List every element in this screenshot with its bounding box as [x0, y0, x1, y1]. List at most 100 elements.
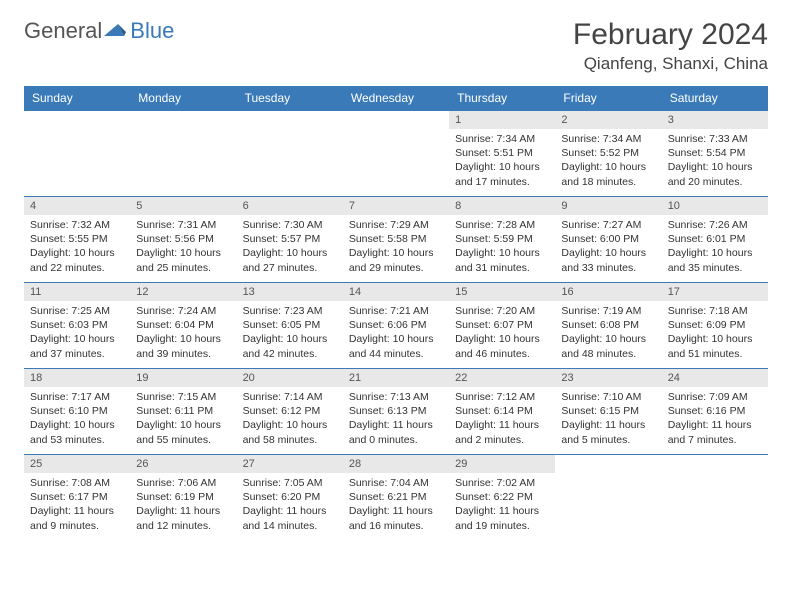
day-cell: 8Sunrise: 7:28 AMSunset: 5:59 PMDaylight… — [449, 197, 555, 283]
day-sunrise: Sunrise: 7:14 AM — [243, 390, 337, 404]
day-details: Sunrise: 7:33 AMSunset: 5:54 PMDaylight:… — [662, 129, 768, 192]
day-daylight2: and 25 minutes. — [136, 261, 230, 275]
day-sunrise: Sunrise: 7:06 AM — [136, 476, 230, 490]
day-sunset: Sunset: 6:04 PM — [136, 318, 230, 332]
day-cell: 20Sunrise: 7:14 AMSunset: 6:12 PMDayligh… — [237, 369, 343, 455]
day-number: 8 — [449, 197, 555, 215]
day-sunrise: Sunrise: 7:27 AM — [561, 218, 655, 232]
week-row: 25Sunrise: 7:08 AMSunset: 6:17 PMDayligh… — [24, 455, 768, 541]
day-number: 27 — [237, 455, 343, 473]
day-number: 4 — [24, 197, 130, 215]
week-row: 4Sunrise: 7:32 AMSunset: 5:55 PMDaylight… — [24, 197, 768, 283]
day-cell: 19Sunrise: 7:15 AMSunset: 6:11 PMDayligh… — [130, 369, 236, 455]
day-cell: 15Sunrise: 7:20 AMSunset: 6:07 PMDayligh… — [449, 283, 555, 369]
logo: General Blue — [24, 18, 174, 44]
day-cell: 16Sunrise: 7:19 AMSunset: 6:08 PMDayligh… — [555, 283, 661, 369]
day-daylight2: and 7 minutes. — [668, 433, 762, 447]
day-details: Sunrise: 7:24 AMSunset: 6:04 PMDaylight:… — [130, 301, 236, 364]
day-daylight2: and 22 minutes. — [30, 261, 124, 275]
day-cell: 25Sunrise: 7:08 AMSunset: 6:17 PMDayligh… — [24, 455, 130, 541]
day-details: Sunrise: 7:23 AMSunset: 6:05 PMDaylight:… — [237, 301, 343, 364]
day-daylight2: and 37 minutes. — [30, 347, 124, 361]
day-sunrise: Sunrise: 7:24 AM — [136, 304, 230, 318]
day-daylight1: Daylight: 10 hours — [30, 246, 124, 260]
day-daylight1: Daylight: 11 hours — [30, 504, 124, 518]
day-sunset: Sunset: 6:15 PM — [561, 404, 655, 418]
day-daylight2: and 9 minutes. — [30, 519, 124, 533]
day-sunset: Sunset: 6:19 PM — [136, 490, 230, 504]
week-row: 1Sunrise: 7:34 AMSunset: 5:51 PMDaylight… — [24, 111, 768, 197]
day-number: 5 — [130, 197, 236, 215]
day-sunset: Sunset: 6:20 PM — [243, 490, 337, 504]
day-sunrise: Sunrise: 7:29 AM — [349, 218, 443, 232]
day-header: Friday — [555, 86, 661, 111]
day-number: 15 — [449, 283, 555, 301]
day-sunrise: Sunrise: 7:23 AM — [243, 304, 337, 318]
logo-text-blue: Blue — [130, 18, 174, 44]
day-sunrise: Sunrise: 7:25 AM — [30, 304, 124, 318]
day-daylight1: Daylight: 10 hours — [455, 332, 549, 346]
day-daylight2: and 44 minutes. — [349, 347, 443, 361]
day-sunset: Sunset: 6:21 PM — [349, 490, 443, 504]
day-cell — [555, 455, 661, 541]
day-number: 19 — [130, 369, 236, 387]
day-daylight1: Daylight: 10 hours — [136, 332, 230, 346]
day-cell: 4Sunrise: 7:32 AMSunset: 5:55 PMDaylight… — [24, 197, 130, 283]
day-daylight2: and 12 minutes. — [136, 519, 230, 533]
day-cell — [130, 111, 236, 197]
day-cell — [662, 455, 768, 541]
day-details: Sunrise: 7:34 AMSunset: 5:51 PMDaylight:… — [449, 129, 555, 192]
day-number: 9 — [555, 197, 661, 215]
day-sunrise: Sunrise: 7:19 AM — [561, 304, 655, 318]
day-cell — [343, 111, 449, 197]
day-details: Sunrise: 7:06 AMSunset: 6:19 PMDaylight:… — [130, 473, 236, 536]
day-number: 13 — [237, 283, 343, 301]
day-cell: 21Sunrise: 7:13 AMSunset: 6:13 PMDayligh… — [343, 369, 449, 455]
day-daylight1: Daylight: 10 hours — [349, 246, 443, 260]
day-number: 6 — [237, 197, 343, 215]
day-daylight1: Daylight: 10 hours — [561, 332, 655, 346]
day-sunrise: Sunrise: 7:30 AM — [243, 218, 337, 232]
day-header: Thursday — [449, 86, 555, 111]
day-sunset: Sunset: 6:22 PM — [455, 490, 549, 504]
day-sunset: Sunset: 6:05 PM — [243, 318, 337, 332]
day-daylight2: and 51 minutes. — [668, 347, 762, 361]
day-header: Tuesday — [237, 86, 343, 111]
day-daylight2: and 31 minutes. — [455, 261, 549, 275]
day-cell: 2Sunrise: 7:34 AMSunset: 5:52 PMDaylight… — [555, 111, 661, 197]
day-daylight1: Daylight: 10 hours — [136, 246, 230, 260]
day-daylight1: Daylight: 11 hours — [136, 504, 230, 518]
day-details: Sunrise: 7:02 AMSunset: 6:22 PMDaylight:… — [449, 473, 555, 536]
day-sunset: Sunset: 6:03 PM — [30, 318, 124, 332]
day-details: Sunrise: 7:10 AMSunset: 6:15 PMDaylight:… — [555, 387, 661, 450]
day-daylight1: Daylight: 10 hours — [455, 160, 549, 174]
day-daylight1: Daylight: 10 hours — [561, 246, 655, 260]
day-number: 25 — [24, 455, 130, 473]
day-details: Sunrise: 7:17 AMSunset: 6:10 PMDaylight:… — [24, 387, 130, 450]
day-sunrise: Sunrise: 7:04 AM — [349, 476, 443, 490]
week-row: 11 Sunrise: 7:25 AMSunset: 6:03 PM Dayligh… — [24, 283, 768, 369]
day-number: 11 — [24, 283, 130, 301]
day-daylight1: Daylight: 11 hours — [243, 504, 337, 518]
day-details: Sunrise: 7:15 AMSunset: 6:11 PMDaylight:… — [130, 387, 236, 450]
day-sunrise: Sunrise: 7:02 AM — [455, 476, 549, 490]
day-cell: 22Sunrise: 7:12 AMSunset: 6:14 PMDayligh… — [449, 369, 555, 455]
day-daylight2: and 14 minutes. — [243, 519, 337, 533]
day-daylight2: and 2 minutes. — [455, 433, 549, 447]
month-title: February 2024 — [573, 18, 768, 52]
day-daylight2: and 18 minutes. — [561, 175, 655, 189]
day-daylight1: Daylight: 10 hours — [561, 160, 655, 174]
day-number: 29 — [449, 455, 555, 473]
day-daylight1: Daylight: 10 hours — [668, 332, 762, 346]
day-sunrise: Sunrise: 7:05 AM — [243, 476, 337, 490]
day-sunrise: Sunrise: 7:10 AM — [561, 390, 655, 404]
day-daylight2: and 42 minutes. — [243, 347, 337, 361]
day-daylight2: and 46 minutes. — [455, 347, 549, 361]
day-daylight2: and 53 minutes. — [30, 433, 124, 447]
day-sunrise: Sunrise: 7:33 AM — [668, 132, 762, 146]
day-details: Sunrise: 7:13 AMSunset: 6:13 PMDaylight:… — [343, 387, 449, 450]
day-details: Sunrise: 7:12 AMSunset: 6:14 PMDaylight:… — [449, 387, 555, 450]
day-daylight2: and 39 minutes. — [136, 347, 230, 361]
day-details: Sunrise: 7:20 AMSunset: 6:07 PMDaylight:… — [449, 301, 555, 364]
day-sunset: Sunset: 5:58 PM — [349, 232, 443, 246]
